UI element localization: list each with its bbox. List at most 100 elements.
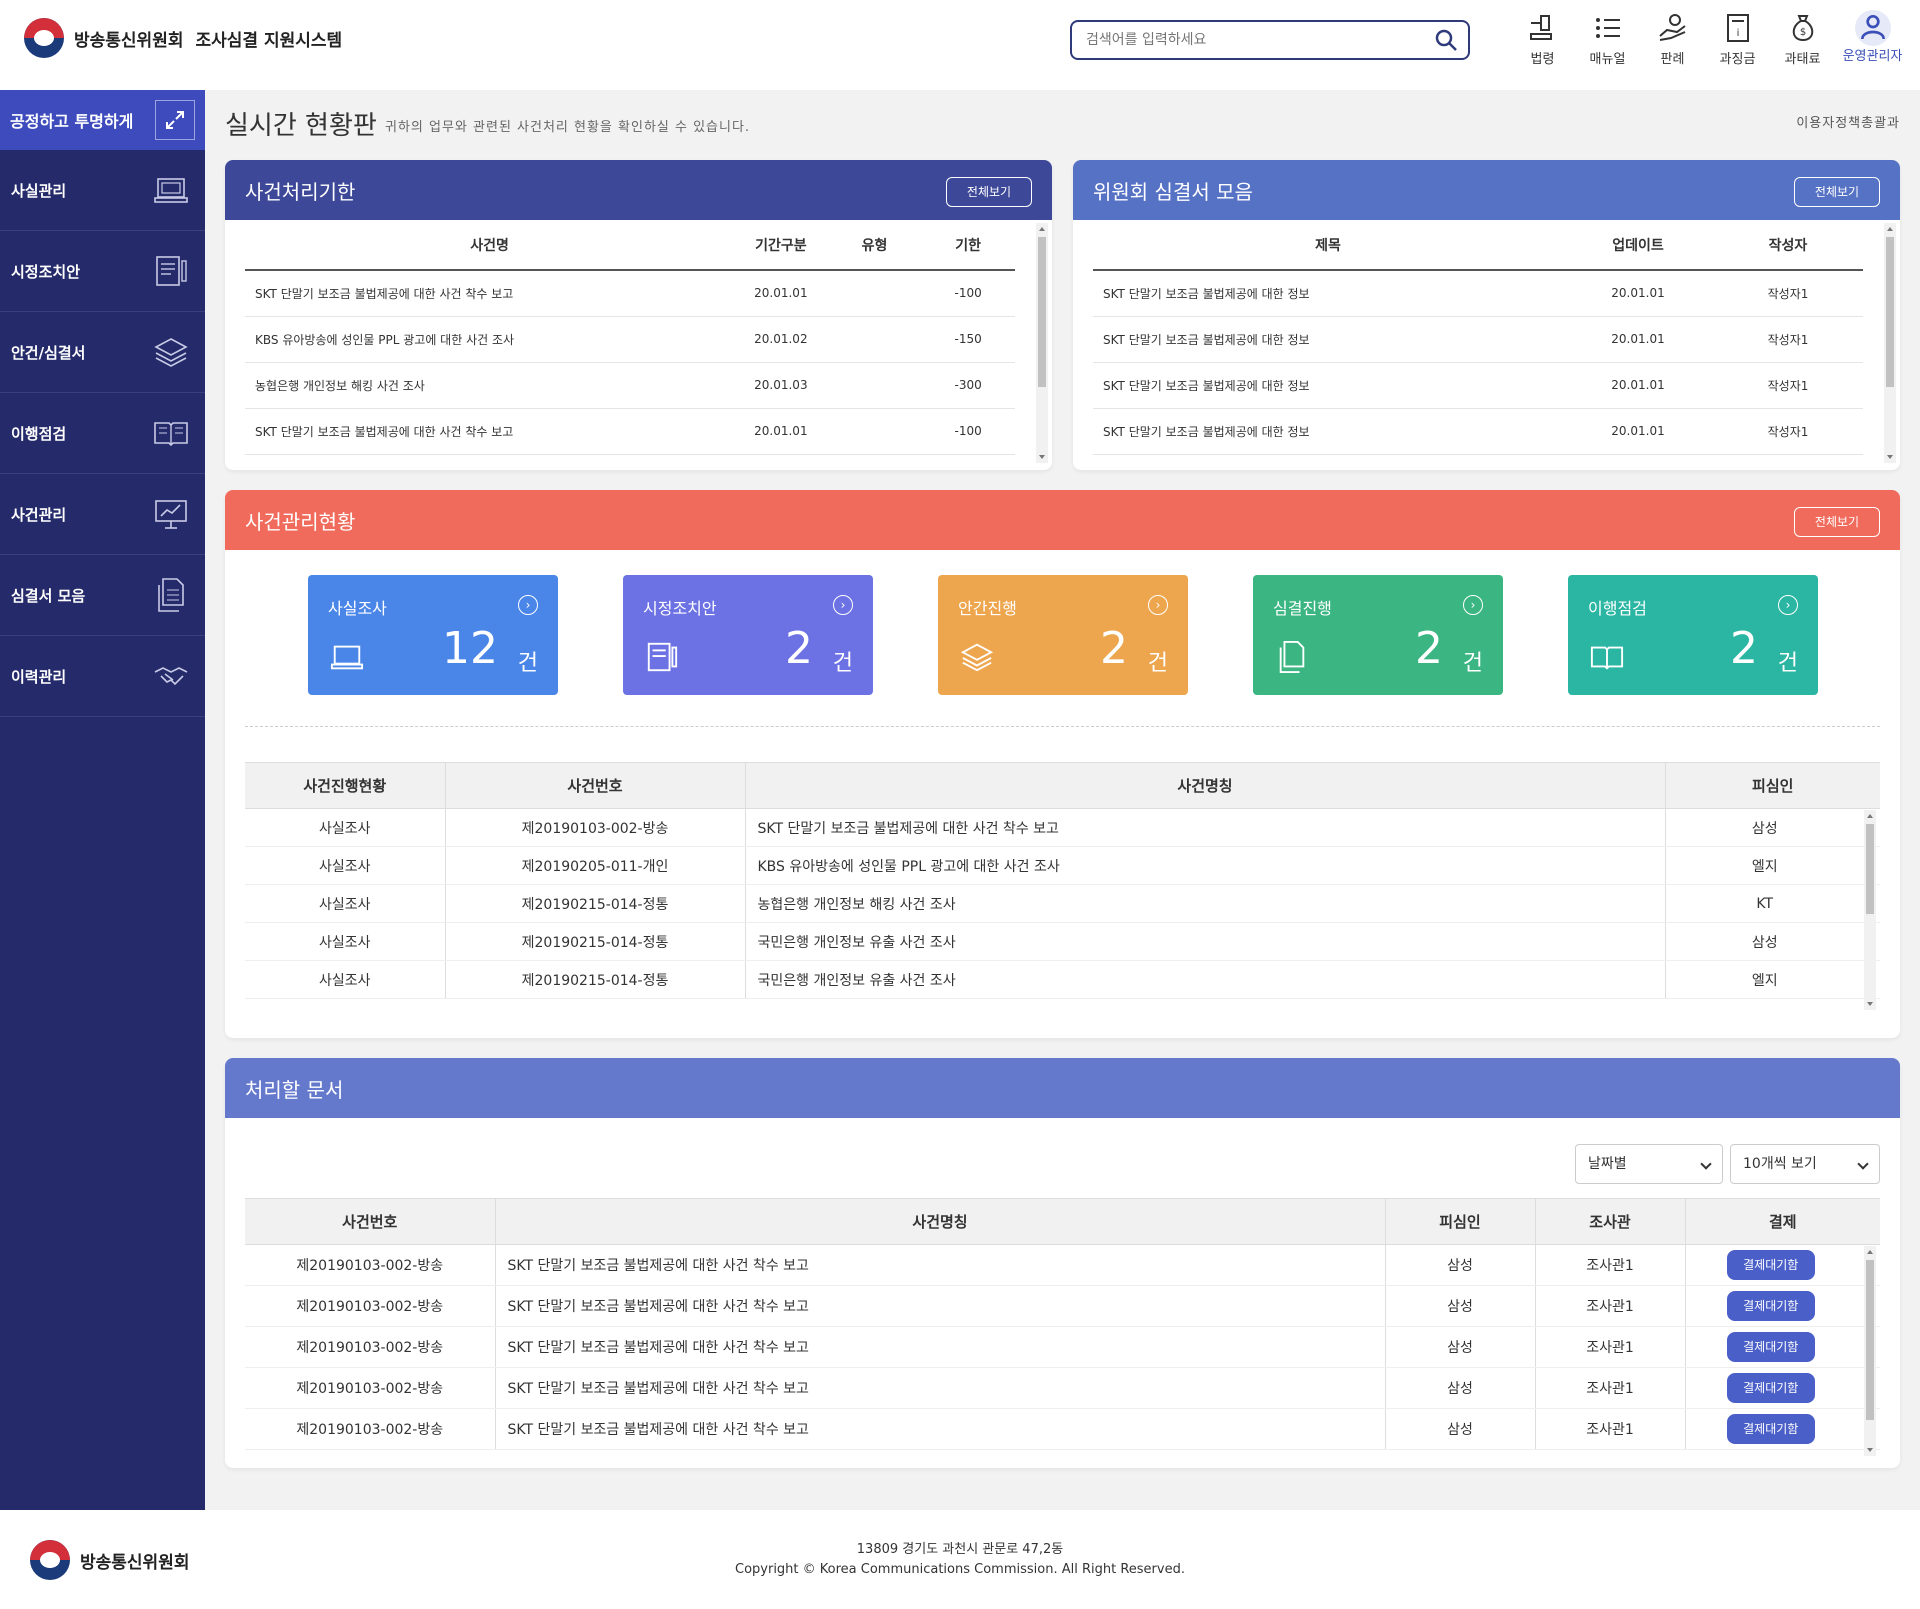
- col-period: 기간구분: [734, 220, 828, 271]
- deadline-view-all-button[interactable]: 전체보기: [946, 177, 1032, 207]
- stat-agenda-progress[interactable]: 안간진행 › 2 건: [938, 575, 1188, 695]
- approval-pending-button[interactable]: 결제대기함: [1726, 1414, 1815, 1444]
- author: 작성자1: [1713, 362, 1863, 409]
- table-row[interactable]: 제20190103-002-방송 SKT 단말기 보조금 불법제공에 대한 사건 …: [245, 1326, 1880, 1368]
- col-type: 유형: [827, 220, 922, 271]
- sidebar-item-history[interactable]: 이력관리: [0, 636, 205, 717]
- handshake-icon: [154, 667, 188, 686]
- table-row[interactable]: 사실조사 제20190103-002-방송 SKT 단말기 보조금 불법제공에 대한…: [245, 808, 1880, 847]
- approval-pending-button[interactable]: 결제대기함: [1726, 1291, 1815, 1321]
- book-icon: [154, 422, 188, 447]
- stat-label: 시정조치안: [643, 599, 717, 618]
- type: [827, 270, 922, 317]
- table-row[interactable]: 사실조사 제20190215-014-정통 국민은행 개인정보 유출 사건 조사 삼성: [245, 922, 1880, 961]
- table-row[interactable]: SKT 단말기 보조금 불법제공에 대한 정보 20.01.01 작성자1: [1093, 408, 1863, 455]
- stat-unit: 건: [1777, 651, 1798, 676]
- table-row[interactable]: 사실조사 제20190215-014-정통 농협은행 개인정보 해킹 사건 조사 KT: [245, 884, 1880, 923]
- case-name: KBS 유아방송에 성인물 PPL 광고에 대한 사건 조사: [245, 316, 735, 363]
- footer-copyright: Copyright © Korea Communications Commiss…: [735, 1562, 1185, 1577]
- col-case-number: 사건번호: [245, 1198, 496, 1245]
- case-name: 농협은행 개인정보 해킹 사건 조사: [245, 362, 735, 409]
- case-status-scrollbar[interactable]: [1864, 810, 1876, 1010]
- case-number: 제20190103-002-방송: [245, 1408, 496, 1450]
- deadline-card: 사건처리기한 전체보기 사건명 기간구분 유형 기한 SKT 단말기 보조금 불…: [225, 160, 1052, 470]
- search-icon[interactable]: [1434, 28, 1458, 52]
- deadline: -100: [921, 408, 1015, 455]
- nav-penalty[interactable]: i 과징금: [1705, 10, 1770, 67]
- period: 20.01.01: [734, 408, 828, 455]
- stat-implementation-check[interactable]: 이행점검 › 2 건: [1568, 575, 1818, 695]
- files-icon: [1279, 640, 1305, 674]
- todo-docs-scrollbar[interactable]: [1864, 1246, 1876, 1456]
- table-row[interactable]: SKT 단말기 보조금 불법제공에 대한 정보 20.01.01 작성자1: [1093, 316, 1863, 363]
- table-row[interactable]: 사실조사 제20190205-011-개인 KBS 유아방송에 성인물 PPL 광고…: [245, 846, 1880, 885]
- nav-manual[interactable]: 매뉴얼: [1575, 10, 1640, 67]
- chevron-right-icon: ›: [1148, 595, 1168, 615]
- stat-corrective-action[interactable]: 시정조치안 › 2 건: [623, 575, 873, 695]
- table-row[interactable]: 제20190103-002-방송 SKT 단말기 보조금 불법제공에 대한 사건 …: [245, 1285, 1880, 1327]
- nav-precedent[interactable]: 판례: [1640, 10, 1705, 67]
- updated: 20.01.01: [1563, 408, 1713, 455]
- decision-scrollbar[interactable]: [1884, 223, 1896, 463]
- page-subtitle: 귀하의 업무와 관련된 사건처리 현황을 확인하실 수 있습니다.: [385, 120, 751, 135]
- document-pen-icon: [156, 256, 187, 286]
- table-row[interactable]: SKT 단말기 보조금 불법제공에 대한 정보 20.01.01 작성자1: [1093, 270, 1863, 317]
- respondent: 삼성: [1385, 1408, 1536, 1450]
- stat-decision-progress[interactable]: 심결진행 › 2 건: [1253, 575, 1503, 695]
- sidebar-item-label: 사실관리: [11, 181, 67, 200]
- case-title: SKT 단말기 보조금 불법제공에 대한 사건 착수 보고: [495, 1244, 1386, 1286]
- layers-icon: [154, 338, 188, 367]
- stat-count: 12: [442, 623, 498, 674]
- decision-title: SKT 단말기 보조금 불법제공에 대한 정보: [1093, 316, 1563, 363]
- sidebar-item-implementation-check[interactable]: 이행점검: [0, 393, 205, 474]
- layers-icon: [960, 643, 994, 672]
- case-status-card: 사건관리현황 전체보기 사실조사 › 12 건 시정조치안 › 2 건 안간진행…: [225, 490, 1900, 1038]
- approval-pending-button[interactable]: 결제대기함: [1726, 1332, 1815, 1362]
- progress: 사실조사: [245, 960, 446, 999]
- department-label: 이용자정책총괄과: [1796, 116, 1900, 131]
- stat-count: 2: [785, 623, 813, 674]
- deadline-table: 사건명 기간구분 유형 기한 SKT 단말기 보조금 불법제공에 대한 사건 착…: [245, 220, 1015, 455]
- site-logo[interactable]: 방송통신위원회 조사심결 지원시스템: [24, 18, 342, 58]
- nav-law[interactable]: 법령: [1510, 10, 1575, 67]
- table-row[interactable]: KBS 유아방송에 성인물 PPL 광고에 대한 사건 조사 20.01.02 -1…: [245, 316, 1015, 363]
- case-title: SKT 단말기 보조금 불법제공에 대한 사건 착수 보고: [495, 1408, 1386, 1450]
- stat-fact-investigation[interactable]: 사실조사 › 12 건: [308, 575, 558, 695]
- progress: 사실조사: [245, 846, 446, 885]
- sidebar-item-agenda[interactable]: 안건/심결서: [0, 312, 205, 393]
- sidebar-item-fact-management[interactable]: 사실관리: [0, 150, 205, 231]
- table-row[interactable]: 제20190103-002-방송 SKT 단말기 보조금 불법제공에 대한 사건 …: [245, 1367, 1880, 1409]
- sidebar-item-corrective-action[interactable]: 시정조치안: [0, 231, 205, 312]
- case-title: SKT 단말기 보조금 불법제공에 대한 사건 착수 보고: [745, 808, 1666, 847]
- footer-address: 13809 경기도 과천시 관문로 47,2동: [856, 1542, 1064, 1557]
- table-row[interactable]: SKT 단말기 보조금 불법제공에 대한 정보 20.01.01 작성자1: [1093, 362, 1863, 409]
- sidebar-item-decision-collection[interactable]: 심결서 모음: [0, 555, 205, 636]
- search-box: [1070, 20, 1470, 60]
- sidebar: 공정하고 투명하게 사실관리 시정조치안 안건/심결서 이행점검 사건관리 심결…: [0, 90, 205, 1510]
- approval-pending-button[interactable]: 결제대기함: [1726, 1250, 1815, 1280]
- case-title: 국민은행 개인정보 유출 사건 조사: [745, 922, 1666, 961]
- user-menu[interactable]: 운영관리자: [1835, 10, 1910, 67]
- sort-select[interactable]: 날짜별: [1575, 1144, 1723, 1184]
- type: [827, 362, 922, 409]
- table-row[interactable]: 제20190103-002-방송 SKT 단말기 보조금 불법제공에 대한 사건 …: [245, 1244, 1880, 1286]
- table-row[interactable]: SKT 단말기 보조금 불법제공에 대한 사건 착수 보고 20.01.01 -10…: [245, 408, 1015, 455]
- search-input[interactable]: [1086, 22, 1426, 58]
- sidebar-item-case-management[interactable]: 사건관리: [0, 474, 205, 555]
- table-row[interactable]: SKT 단말기 보조금 불법제공에 대한 사건 착수 보고 20.01.01 -10…: [245, 270, 1015, 317]
- page-size-select[interactable]: 10개씩 보기: [1730, 1144, 1880, 1184]
- table-row[interactable]: 제20190103-002-방송 SKT 단말기 보조금 불법제공에 대한 사건 …: [245, 1408, 1880, 1450]
- deadline-scrollbar[interactable]: [1036, 223, 1048, 463]
- approval-pending-button[interactable]: 결제대기함: [1726, 1373, 1815, 1403]
- table-row[interactable]: 사실조사 제20190215-014-정통 국민은행 개인정보 유출 사건 조사 엘지: [245, 960, 1880, 999]
- decision-view-all-button[interactable]: 전체보기: [1794, 177, 1880, 207]
- sidebar-item-label: 사건관리: [11, 505, 67, 524]
- respondent: 삼성: [1665, 922, 1880, 961]
- table-row[interactable]: 농협은행 개인정보 해킹 사건 조사 20.01.03 -300: [245, 362, 1015, 409]
- expand-icon[interactable]: [155, 100, 195, 140]
- sort-select-value: 날짜별: [1588, 1156, 1627, 1172]
- case-status-view-all-button[interactable]: 전체보기: [1794, 507, 1880, 537]
- progress: 사실조사: [245, 808, 446, 847]
- nav-fine[interactable]: $ 과태료: [1770, 10, 1835, 67]
- case-number: 제20190103-002-방송: [445, 808, 746, 847]
